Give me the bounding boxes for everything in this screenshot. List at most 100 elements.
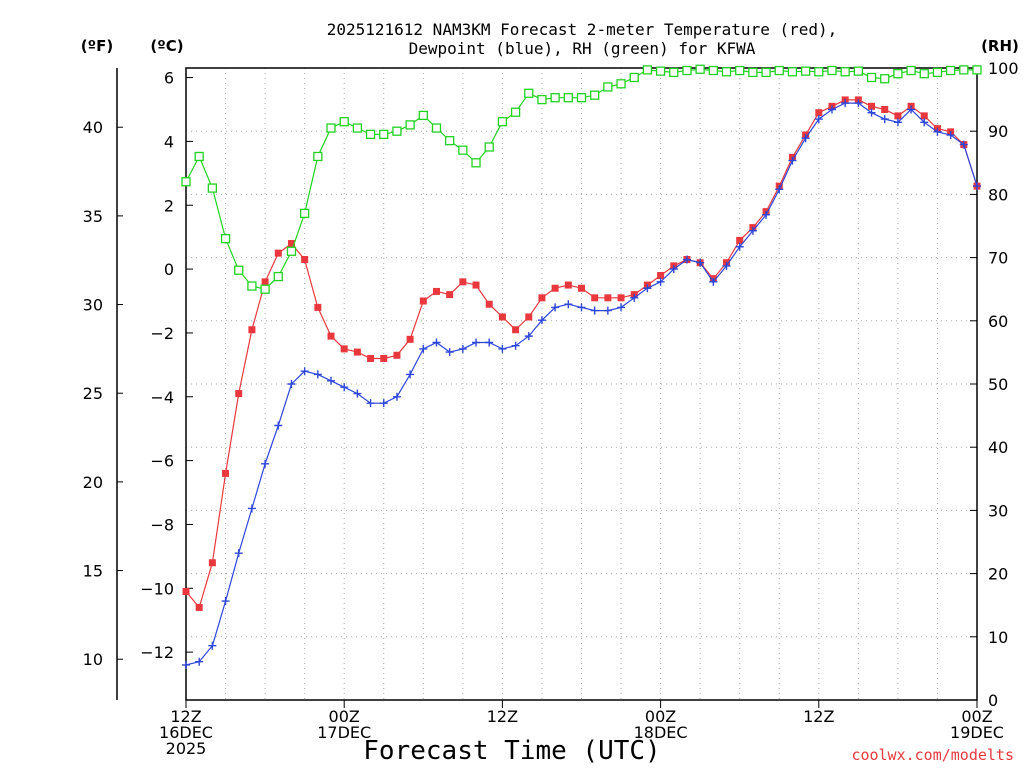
dewpoint-point [564,300,573,309]
dewpoint-point [973,182,981,191]
x-tick-label: 12Z [170,707,201,726]
dewpoint-point [247,504,256,513]
dewpoint-point [366,399,375,408]
rh-tick-label: 70 [988,249,1008,268]
dewpoint-point [379,399,388,408]
dewpoint-point [959,140,968,149]
temperature-point [274,249,282,257]
x-tick-label: 19DEC [950,723,1004,742]
dewpoint-point [722,261,731,270]
dewpoint-point [696,258,705,267]
rh-point [827,65,837,76]
rh-tick-label: 20 [988,565,1008,584]
rh-point [181,177,191,187]
celsius-tick-label: −10 [140,579,174,598]
temperature-point [459,278,467,286]
grid-lines [186,68,977,700]
rh-point [405,120,415,130]
rh-point [853,66,863,76]
temperature-point [314,303,322,311]
x-tick-label: 00Z [329,707,360,726]
dewpoint-point [340,383,349,392]
rh-point [880,74,890,84]
temperature-point [538,294,546,302]
rh-point [787,67,798,77]
rh-point [497,117,508,127]
fahrenheit-tick-label: 20 [83,473,103,492]
rh-point [721,67,732,77]
rh-point [313,151,323,162]
dewpoint-point [617,303,626,312]
temperature-point [617,294,625,302]
temperature-point [380,354,388,362]
dewpoint-point [827,105,836,114]
temperature-point [195,603,203,611]
rh-point [800,66,811,76]
temperature-point [327,332,335,340]
dewpoint-point [182,660,190,669]
dewpoint-point [933,127,942,136]
x-tick-label: 18DEC [634,723,688,742]
rh-point [392,126,402,136]
rh-point [906,65,916,76]
rh-tick-label: 100 [988,59,1019,78]
dewpoint-point [300,367,309,376]
dewpoint-point [748,226,757,235]
rh-point [220,233,231,244]
rh-point [761,67,771,78]
rh-point [814,67,824,77]
rh-point [365,129,376,140]
dewpoint-point [537,316,546,325]
dewpoint-point [234,549,243,558]
rh-point [893,69,903,79]
rh-point [748,67,758,78]
rh-point [471,158,481,168]
rh-point [735,65,745,76]
temperature-point [235,390,243,398]
celsius-unit-label: (ºC) [150,37,183,55]
dewpoint-point [221,597,230,606]
rh-point [339,117,349,127]
celsius-tick-label: −6 [150,452,174,471]
temperature-point [512,326,520,334]
temperature-point [419,297,427,305]
celsius-tick-label: −4 [150,388,174,407]
dewpoint-point [551,303,560,312]
dewpoint-point [946,131,955,140]
rh-point [972,65,982,75]
rh-point [524,88,534,98]
dewpoint-point [669,265,678,274]
rh-point [260,284,270,294]
dewpoint-point [432,338,441,347]
x-tick-label: 00Z [645,707,676,726]
rh-point [945,65,956,76]
fahrenheit-unit-label: (ºF) [81,37,113,55]
temperature-point [604,294,612,302]
rh-point [616,79,626,89]
rh-point [458,145,468,155]
x-tick-label: 00Z [961,707,992,726]
fahrenheit-tick-label: 35 [83,207,103,226]
temperature-point [920,112,928,120]
temperature-point [815,109,823,117]
dewpoint-point [735,242,744,251]
rh-unit-label: (RH) [981,37,1019,55]
rh-point [603,82,613,92]
dewpoint-point [682,255,691,264]
dewpoint-point [353,389,362,398]
rh-point [510,107,521,117]
dewpoint-point [801,134,810,143]
temperature-point [551,284,559,292]
rh-point [919,69,929,79]
dewpoint-point [656,277,665,286]
rh-point [207,183,218,193]
temperature-point [432,287,440,295]
rh-point [629,72,639,83]
dewpoint-point [814,115,823,124]
dewpoint-point [261,459,270,468]
dewpoint-point [880,115,889,124]
dewpoint-point [630,293,639,302]
rh-tick-label: 0 [988,691,998,710]
temperature-point [591,294,599,302]
rh-point [866,72,877,83]
